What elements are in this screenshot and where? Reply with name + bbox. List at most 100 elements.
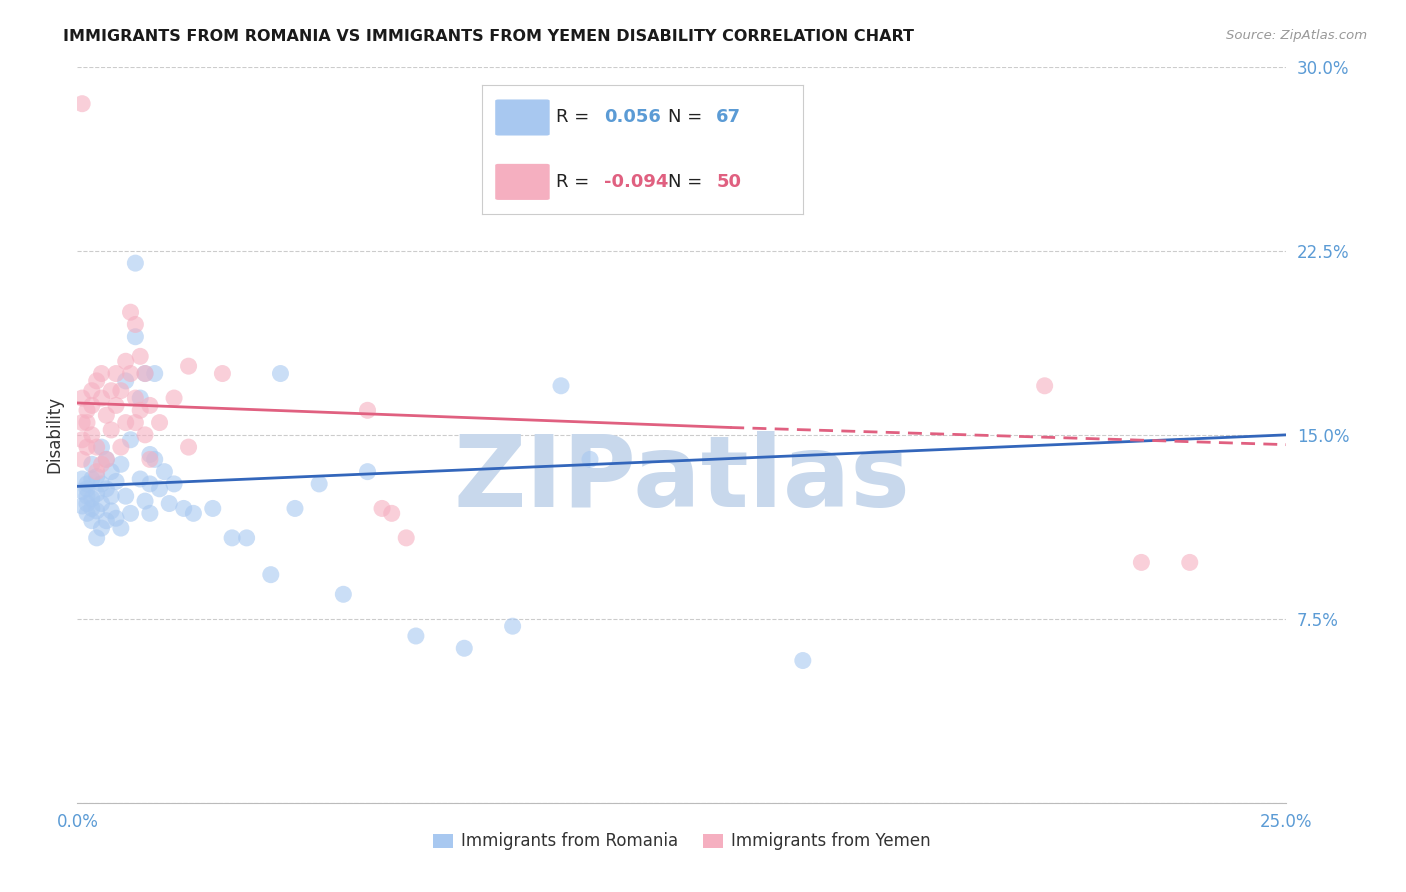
Text: IMMIGRANTS FROM ROMANIA VS IMMIGRANTS FROM YEMEN DISABILITY CORRELATION CHART: IMMIGRANTS FROM ROMANIA VS IMMIGRANTS FR…	[63, 29, 914, 44]
Point	[76, 496, 98, 510]
Point	[114, 354, 136, 368]
Point	[163, 391, 186, 405]
Point	[80, 384, 103, 398]
Point	[80, 472, 103, 486]
Point	[80, 491, 103, 506]
Point	[356, 465, 378, 479]
Point	[86, 440, 108, 454]
Point	[90, 521, 112, 535]
Point	[100, 465, 122, 479]
Point	[163, 476, 186, 491]
Point	[86, 487, 108, 501]
Point	[76, 506, 98, 520]
Point	[371, 501, 394, 516]
Point	[100, 384, 122, 398]
Point	[86, 374, 108, 388]
Point	[120, 305, 142, 319]
Point	[143, 367, 166, 381]
Point	[70, 391, 93, 405]
Point	[124, 256, 146, 270]
Point	[143, 452, 166, 467]
Point	[76, 489, 98, 503]
Point	[502, 619, 524, 633]
Point	[80, 457, 103, 471]
Point	[90, 457, 112, 471]
Point	[80, 514, 103, 528]
Point	[90, 476, 112, 491]
Point	[70, 484, 93, 499]
Point	[148, 416, 170, 430]
Point	[139, 506, 162, 520]
Point	[120, 506, 142, 520]
Point	[134, 367, 156, 381]
Point	[405, 629, 427, 643]
Point	[148, 482, 170, 496]
Point	[157, 496, 180, 510]
Point	[76, 416, 98, 430]
Point	[90, 496, 112, 510]
Point	[235, 531, 257, 545]
Point	[153, 465, 176, 479]
Point	[70, 416, 93, 430]
Point	[105, 475, 128, 489]
Point	[260, 567, 283, 582]
Point	[129, 403, 152, 417]
Point	[80, 427, 103, 442]
Point	[76, 440, 98, 454]
Point	[80, 501, 103, 516]
Point	[76, 476, 98, 491]
Point	[139, 448, 162, 462]
Legend: Immigrants from Romania, Immigrants from Yemen: Immigrants from Romania, Immigrants from…	[426, 826, 938, 857]
Point	[96, 482, 118, 496]
Point	[1130, 555, 1153, 569]
Point	[114, 374, 136, 388]
Point	[1178, 555, 1201, 569]
Text: Source: ZipAtlas.com: Source: ZipAtlas.com	[1226, 29, 1367, 42]
Point	[134, 427, 156, 442]
Point	[284, 501, 307, 516]
Point	[96, 452, 118, 467]
Point	[134, 367, 156, 381]
Point	[211, 367, 233, 381]
Point	[110, 440, 132, 454]
Point	[332, 587, 354, 601]
Point	[124, 318, 146, 332]
Point	[105, 511, 128, 525]
Point	[183, 506, 205, 520]
Point	[70, 472, 93, 486]
Point	[105, 398, 128, 412]
Point	[453, 641, 475, 656]
Point	[90, 391, 112, 405]
Point	[120, 367, 142, 381]
Point	[70, 433, 93, 447]
Point	[177, 440, 200, 454]
Point	[129, 349, 152, 364]
Point	[124, 416, 146, 430]
Point	[395, 531, 418, 545]
Point	[90, 440, 112, 454]
Point	[124, 391, 146, 405]
Point	[792, 653, 814, 667]
Point	[86, 531, 108, 545]
Point	[96, 408, 118, 422]
Point	[76, 403, 98, 417]
Point	[381, 506, 404, 520]
Point	[70, 96, 93, 111]
Point	[139, 476, 162, 491]
Point	[120, 433, 142, 447]
Point	[124, 329, 146, 343]
Point	[86, 469, 108, 483]
Y-axis label: Disability: Disability	[45, 396, 63, 474]
Point	[139, 398, 162, 412]
Point	[201, 501, 224, 516]
Point	[177, 359, 200, 373]
Point	[221, 531, 243, 545]
Point	[100, 504, 122, 518]
Point	[129, 391, 152, 405]
Point	[110, 521, 132, 535]
Point	[579, 452, 602, 467]
Point	[86, 465, 108, 479]
Point	[134, 494, 156, 508]
Point	[100, 489, 122, 503]
Point	[114, 489, 136, 503]
